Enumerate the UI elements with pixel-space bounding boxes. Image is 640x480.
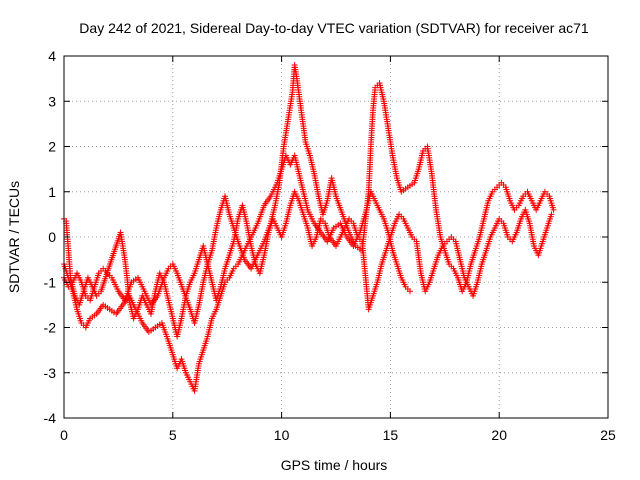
x-tick-label: 20 [491, 427, 507, 443]
y-tick-label: 2 [48, 139, 56, 155]
x-tick-label: 0 [60, 427, 68, 443]
data-point [406, 288, 413, 295]
series-trace-b [61, 62, 557, 326]
y-tick-label: -4 [44, 410, 57, 426]
y-tick-label: 0 [48, 229, 56, 245]
chart-title: Day 242 of 2021, Sidereal Day-to-day VTE… [79, 20, 589, 36]
data-points [61, 62, 557, 394]
x-tick-label: 25 [600, 427, 616, 443]
axis-ticks [63, 55, 609, 419]
y-tick-label: -1 [44, 274, 57, 290]
x-axis-label: GPS time / hours [281, 457, 388, 473]
x-tick-label: 5 [169, 427, 177, 443]
y-tick-label: -2 [44, 320, 57, 336]
y-tick-label: 1 [48, 184, 56, 200]
y-tick-labels: -4 -3 -2 -1 0 1 2 3 4 [44, 48, 57, 426]
x-tick-label: 15 [383, 427, 399, 443]
x-tick-labels: 0 5 10 15 20 25 [60, 427, 616, 443]
y-axis-label: SDTVAR / TECUs [6, 181, 22, 293]
data-point [550, 206, 557, 213]
x-tick-label: 10 [274, 427, 290, 443]
series-trace-c [61, 188, 555, 340]
grid-lines [64, 56, 608, 418]
y-tick-label: 4 [48, 48, 56, 64]
y-tick-label: 3 [48, 93, 56, 109]
y-tick-label: -3 [44, 365, 57, 381]
data-point [548, 211, 555, 218]
